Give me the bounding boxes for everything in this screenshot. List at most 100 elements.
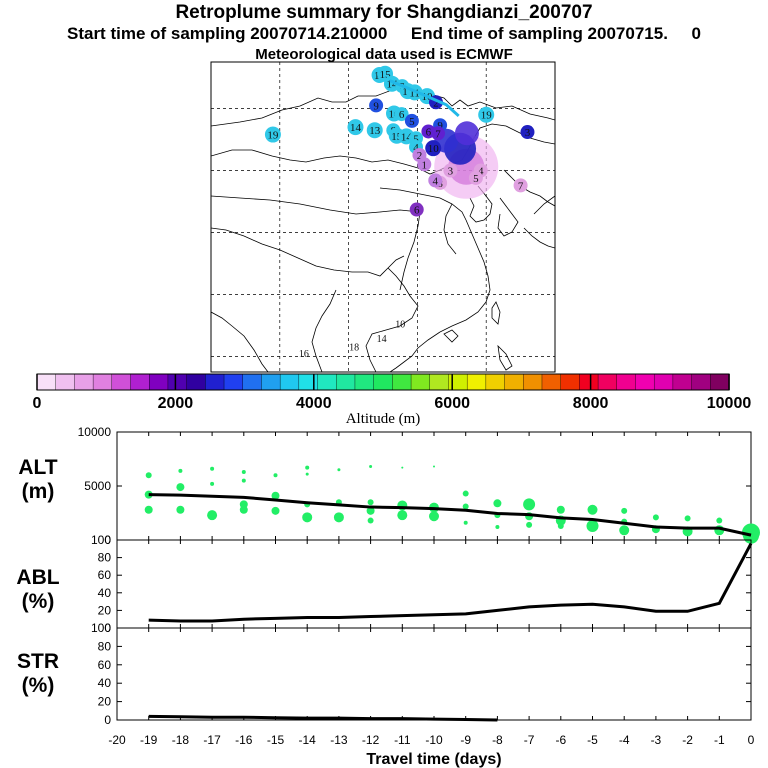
alt-plume-point — [463, 520, 468, 525]
colorbar-tick-label: 6000 — [434, 395, 470, 412]
met-data-note: Meteorological data used is ECMWF — [255, 46, 513, 63]
colorbar-swatch — [92, 373, 113, 391]
day-marker-label: 15 — [380, 69, 392, 81]
y-tick-label: 80 — [98, 551, 112, 565]
day-marker-label: 4 — [433, 175, 439, 187]
day-marker-dot — [404, 113, 419, 128]
x-tick-label: -14 — [299, 733, 317, 747]
day-marker-dot — [369, 98, 384, 113]
alt-plume-point — [305, 472, 309, 476]
colorbar-swatch — [242, 373, 263, 391]
day-marker-label: 18 — [349, 343, 359, 354]
x-tick-label: -4 — [619, 733, 630, 747]
day-marker-label: 5 — [409, 116, 415, 128]
y-tick-label: 10000 — [78, 425, 112, 439]
day-marker-label: 7 — [518, 180, 524, 192]
y-tick-label: 0 — [104, 533, 111, 547]
x-tick-label: -16 — [235, 733, 253, 747]
alt-plume-point — [621, 507, 628, 514]
day-marker-label: 6 — [426, 126, 432, 138]
str-panel: 0 20 40 60 80 100 STR(%) — [17, 621, 752, 727]
y-tick-label: 40 — [98, 586, 112, 600]
x-tick-label: -19 — [140, 733, 158, 747]
day-marker-label: 14 — [350, 122, 362, 134]
alt-plume-point — [210, 481, 215, 486]
x-tick-label: -20 — [108, 733, 126, 747]
colorbar-swatch — [448, 373, 468, 391]
alt-plume-point — [176, 505, 185, 514]
alt-plume-point — [271, 491, 280, 500]
colorbar-tick-label: 8000 — [573, 395, 609, 412]
colorbar-swatch — [149, 373, 169, 391]
day-marker-dot — [478, 106, 495, 123]
alt-plume-point — [619, 525, 630, 536]
day-marker-label: 14 — [377, 334, 387, 345]
alt-plume-point — [495, 525, 500, 530]
day-marker-label: 19 — [267, 130, 279, 142]
day-marker-dot — [425, 140, 442, 157]
travel-time-axis: -20 -19 -18 -17 -16 -15 -14 -13 -12 -11 -10 -9 -8 -7-… — [108, 733, 754, 768]
day-marker-label: 5 — [413, 133, 419, 145]
x-tick-label: -18 — [172, 733, 190, 747]
colorbar-swatch — [279, 373, 300, 391]
alt-plume-point — [273, 473, 278, 478]
day-marker-label: 16 — [389, 108, 401, 120]
alt-plume-point — [241, 469, 246, 474]
x-tick-label: -13 — [330, 733, 348, 747]
alt-plume-point — [556, 505, 565, 514]
day-marker-label: 13 — [369, 125, 381, 137]
day-marker-label: 3 — [525, 127, 531, 139]
day-marker-label: 5 — [473, 173, 479, 185]
colorbar-tick-label: 0 — [33, 395, 42, 412]
panel-label: (%) — [22, 674, 55, 697]
colorbar-swatch — [504, 373, 524, 391]
alt-plume-point — [587, 504, 598, 515]
alt-plume-point — [557, 522, 564, 529]
day-marker-dot — [394, 107, 409, 122]
retroplume-map: 1015143121110916619529141319815145674103… — [210, 61, 556, 373]
alt-mean-line — [148, 493, 752, 537]
day-marker-dot — [366, 122, 383, 139]
x-tick-label: -3 — [651, 733, 662, 747]
alt-panel: 0 5000 10000 ALT(m) — [18, 425, 760, 547]
colorbar-swatch — [336, 373, 356, 391]
alt-plume-point — [652, 514, 659, 521]
day-marker-dot — [264, 126, 281, 143]
alt-plume-point — [178, 468, 183, 473]
alt-plume-point — [239, 505, 248, 514]
x-tick-label: -10 — [425, 733, 443, 747]
day-marker-label: 4 — [478, 166, 484, 178]
x-tick-label: -1 — [714, 733, 725, 747]
panel-label: (%) — [22, 590, 55, 613]
colorbar-swatch — [541, 373, 562, 391]
day-marker-label: 10 — [428, 143, 440, 155]
alt-plume-point — [746, 524, 756, 535]
alt-plume-point — [176, 483, 185, 492]
alt-plume-point — [433, 465, 435, 468]
day-marker-dot — [417, 157, 432, 172]
colorbar-swatch — [111, 373, 132, 391]
x-tick-label: -17 — [203, 733, 221, 747]
alt-plume-point — [241, 478, 246, 483]
colorbar-swatch — [205, 373, 225, 391]
day-marker-dot — [428, 173, 443, 188]
colorbar-swatch — [691, 373, 711, 391]
map-frame — [210, 61, 556, 373]
day-marker-label: 10 — [395, 320, 405, 331]
alt-plume-point — [397, 510, 408, 521]
alt-plume-point — [367, 517, 374, 524]
x-tick-label: -9 — [460, 733, 471, 747]
x-tick-label: -8 — [492, 733, 503, 747]
plume-track — [389, 79, 460, 118]
day-marker-label: 15 — [391, 131, 403, 143]
alt-plume-point — [369, 465, 373, 469]
alt-plume-point — [144, 505, 153, 514]
colorbar-swatch — [36, 373, 57, 391]
x-tick-label: -2 — [682, 733, 693, 747]
day-marker-label: 14 — [386, 79, 398, 91]
y-tick-label: 20 — [98, 603, 112, 617]
panel-label: ALT — [18, 456, 57, 479]
colorbar-title: Altitude (m) — [346, 411, 421, 427]
day-marker-label: 6 — [414, 205, 420, 217]
y-tick-label: 40 — [98, 676, 112, 690]
